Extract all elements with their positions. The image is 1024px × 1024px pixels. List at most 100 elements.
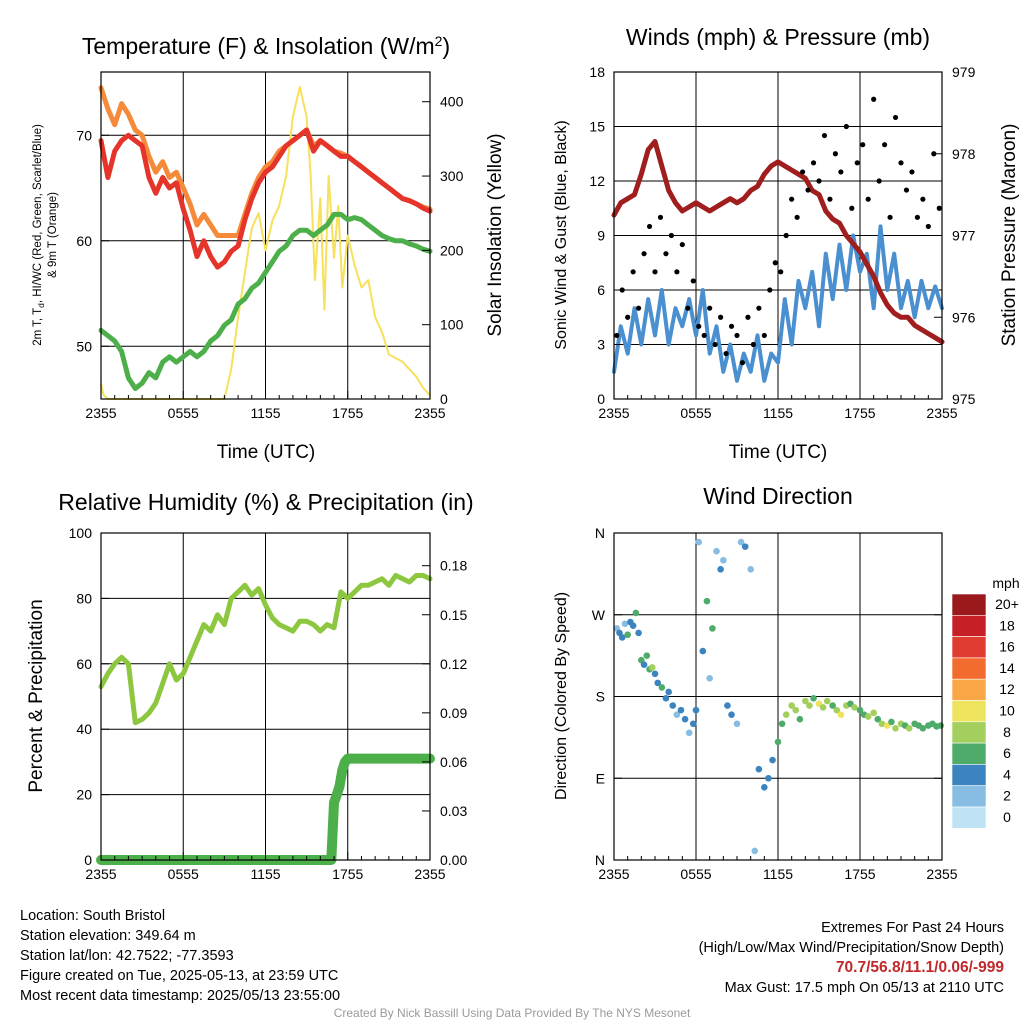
direction-point xyxy=(720,556,727,564)
direction-point xyxy=(851,704,858,711)
colorbar-label: 0 xyxy=(1003,809,1011,825)
y-tick-label: 20 xyxy=(76,787,92,803)
x-tick-label: 0555 xyxy=(168,866,199,882)
gust-point xyxy=(789,196,795,202)
y-tick-label: S xyxy=(596,689,605,705)
gust-point xyxy=(898,160,904,166)
direction-grid xyxy=(614,533,942,860)
gust-point xyxy=(810,160,817,166)
direction-point xyxy=(621,620,629,628)
gust-point xyxy=(745,314,751,320)
y2-tick-label: 0.03 xyxy=(440,803,467,819)
gust-point xyxy=(690,278,696,284)
direction-point xyxy=(892,724,899,732)
direction-point xyxy=(728,711,735,718)
gust-point xyxy=(701,332,707,339)
pressure-line xyxy=(611,139,945,345)
direction-point xyxy=(658,684,666,691)
extremes-box: Extremes For Past 24 Hours (High/Low/Max… xyxy=(699,918,1004,998)
gust-point xyxy=(827,196,833,202)
humidity-ylabel: Percent & Precipitation xyxy=(26,599,47,792)
direction-point xyxy=(761,784,768,791)
y2-tick-label: 300 xyxy=(440,168,464,184)
x-tick-label: 1155 xyxy=(250,866,280,882)
gust-point xyxy=(772,260,778,266)
direction-point xyxy=(806,702,813,709)
colorbar-swatch xyxy=(951,636,987,659)
gust-point xyxy=(641,251,647,257)
x-tick-label: 0555 xyxy=(680,405,711,421)
colorbar-swatch xyxy=(951,657,987,680)
direction-point xyxy=(782,711,790,718)
colorbar-swatch xyxy=(951,721,987,744)
y-tick-label: 9 xyxy=(597,228,605,244)
gust-point xyxy=(761,332,767,339)
gust-point xyxy=(843,123,849,130)
direction-point xyxy=(689,720,697,728)
direction-point xyxy=(874,715,882,723)
direction-point xyxy=(774,738,782,746)
colorbar-swatch xyxy=(951,785,987,808)
direction-point xyxy=(733,720,741,728)
gust-point xyxy=(657,214,664,220)
direction-point xyxy=(673,711,681,718)
direction-point xyxy=(709,625,716,632)
colorbar-label: 16 xyxy=(999,639,1015,655)
gust-point xyxy=(871,96,877,102)
gust-point xyxy=(663,251,669,257)
humidity-panel: Relative Humidity (%) & Precipitation (i… xyxy=(26,489,474,882)
direction-point xyxy=(878,720,886,728)
gust-point xyxy=(679,241,685,248)
gust-point xyxy=(903,187,910,193)
direction-point xyxy=(648,664,656,671)
direction-point xyxy=(643,652,651,659)
direction-point xyxy=(724,702,731,709)
colorbar-label: 4 xyxy=(1003,766,1011,782)
y2-tick-label: 200 xyxy=(440,242,464,258)
temperature-panel: Temperature (F) & Insolation (W/m2) 2355… xyxy=(32,33,506,463)
colorbar-swatch xyxy=(951,742,987,765)
temp-2m-line xyxy=(98,127,433,270)
x-tick-label: 0555 xyxy=(680,866,711,882)
dewpoint-line xyxy=(98,211,433,391)
station-info: Location: South Bristol Station elevatio… xyxy=(20,906,340,1006)
gust-point xyxy=(832,151,839,157)
direction-point xyxy=(662,695,670,702)
direction-point xyxy=(769,756,776,764)
y-tick-label: 100 xyxy=(69,525,93,541)
gust-point xyxy=(887,214,893,220)
direction-point xyxy=(788,702,795,709)
colorbar-swatch xyxy=(951,700,987,723)
sonic-wind-line xyxy=(612,224,944,383)
gust-point xyxy=(707,305,713,311)
gust-point xyxy=(718,314,724,320)
direction-point xyxy=(706,675,713,682)
y-tick-label: 0 xyxy=(597,391,605,407)
direction-point xyxy=(751,847,759,855)
direction-point xyxy=(669,702,677,709)
direction-title: Wind Direction xyxy=(703,483,853,509)
y-tick-label: 3 xyxy=(597,337,605,353)
gust-point xyxy=(685,305,691,311)
gust-point xyxy=(712,341,718,348)
gust-point xyxy=(668,232,675,239)
colorbar-label: 6 xyxy=(1003,745,1011,761)
gust-point xyxy=(625,314,631,320)
direction-point xyxy=(624,631,631,639)
direction-point xyxy=(699,647,707,655)
x-tick-label: 1755 xyxy=(332,405,363,421)
winds-y2label: Station Pressure (Maroon) xyxy=(999,124,1020,347)
direction-point xyxy=(778,720,786,728)
y-tick-label: 6 xyxy=(597,282,605,298)
direction-point xyxy=(654,679,662,687)
direction-point xyxy=(837,711,845,718)
gust-point xyxy=(750,341,757,348)
gust-point xyxy=(849,205,855,211)
gust-point xyxy=(767,287,773,293)
y2-tick-label: 0.06 xyxy=(440,754,467,770)
direction-point xyxy=(685,729,693,737)
y2-tick-label: 0.15 xyxy=(440,607,467,623)
colorbar-swatch xyxy=(951,614,987,637)
y-tick-label: N xyxy=(595,852,605,868)
